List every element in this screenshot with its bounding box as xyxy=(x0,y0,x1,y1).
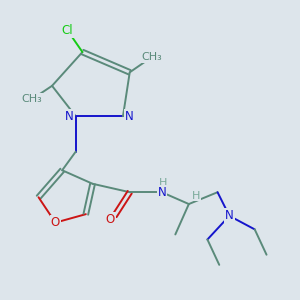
Text: H: H xyxy=(159,178,168,188)
Text: O: O xyxy=(106,213,115,226)
Text: N: N xyxy=(65,110,74,123)
Text: O: O xyxy=(51,216,60,229)
Text: CH₃: CH₃ xyxy=(141,52,162,62)
Text: N: N xyxy=(225,209,234,222)
Text: N: N xyxy=(125,110,134,123)
Text: N: N xyxy=(158,186,166,199)
Text: CH₃: CH₃ xyxy=(21,94,42,104)
Text: Cl: Cl xyxy=(61,24,73,37)
Text: H: H xyxy=(192,190,200,201)
